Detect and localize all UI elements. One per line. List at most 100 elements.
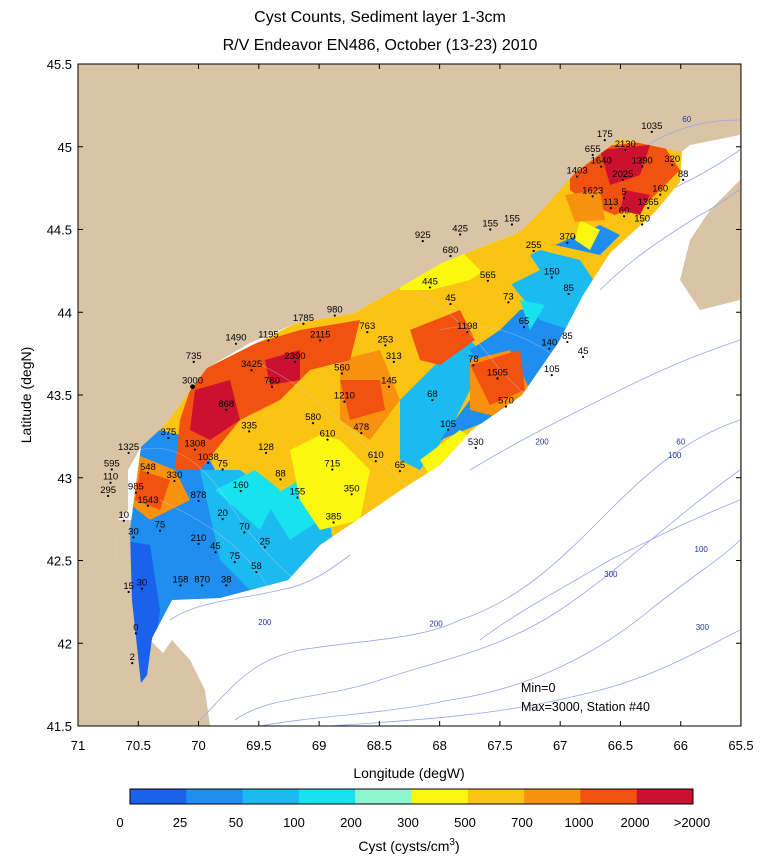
station-value-label: 30 [128, 526, 139, 537]
station-dot [214, 551, 217, 554]
colorbar-segment [580, 789, 637, 804]
station-dot [591, 195, 594, 198]
station-value-label: 155 [289, 487, 305, 498]
y-tick-label: 43.5 [47, 388, 72, 403]
min-annotation: Min=0 [521, 681, 555, 695]
station-value-label: 155 [482, 219, 498, 230]
station-dot [279, 478, 282, 481]
station-value-label: 595 [104, 458, 120, 469]
station-value-label: 5 [621, 187, 626, 198]
colorbar-label: Cyst (cysts/cm3) [358, 837, 459, 854]
field-zone [575, 220, 600, 250]
station-dot [234, 342, 238, 345]
station-value-label: 150 [544, 266, 560, 277]
axes: 71 70.5 70 69.5 69 68.5 68 67.5 67 66.5 66 65.5 41.5… [47, 57, 754, 753]
colorbar-segment [636, 789, 694, 804]
field-zone [600, 145, 650, 185]
station-dot [263, 546, 266, 549]
station-value-label: 878 [191, 490, 207, 501]
station-value-label: 980 [327, 305, 343, 316]
x-tick-label: 68 [432, 738, 446, 753]
station-dot [548, 347, 551, 350]
station-dot [398, 470, 401, 473]
station-dot [566, 340, 569, 344]
station-value-label: 60 [619, 205, 630, 216]
station-dot [474, 446, 477, 450]
station-value-label: 1038 [198, 452, 219, 463]
station-dot [350, 493, 353, 496]
station-value-label: 73 [503, 291, 514, 302]
colorbar-segment [242, 789, 300, 804]
station-dot [267, 339, 270, 342]
station-dot [134, 632, 137, 635]
station-value-label: 58 [251, 561, 262, 572]
station-value-label: 1640 [591, 156, 612, 167]
y-tick-label: 45 [58, 140, 72, 155]
station-dot [243, 531, 246, 534]
station-value-label: 570 [498, 396, 514, 407]
colorbar-tick-label: 700 [511, 815, 533, 830]
station-dot [140, 587, 143, 590]
station-dot [659, 193, 662, 196]
station-value-label: 1490 [225, 333, 246, 344]
station-value-label: 3000 [182, 376, 203, 387]
colorbar-segment [467, 789, 525, 804]
station-dot [366, 331, 369, 334]
station-value-label: 253 [377, 334, 393, 345]
station-dot [360, 431, 363, 435]
colorbar: 0 25 50 100 200 300 500 700 1000 2000 >2000 [116, 788, 710, 830]
station-dot [319, 339, 322, 342]
y-tick-label: 41.5 [47, 719, 72, 734]
station-value-label: 580 [305, 412, 321, 423]
isobath-label: 60 [676, 438, 685, 447]
station-value-label: 2115 [310, 329, 330, 340]
station-dot [225, 408, 228, 411]
station-dot [566, 241, 569, 244]
station-dot [122, 519, 125, 522]
station-value-label: 1195 [258, 329, 278, 340]
station-value-label: 2025 [612, 169, 633, 180]
station-dot [466, 331, 469, 334]
station-value-label: 370 [559, 232, 575, 243]
station-value-label: 78 [468, 354, 479, 365]
station-dot [333, 314, 336, 317]
station-dot [647, 206, 650, 210]
station-dot [109, 481, 112, 484]
station-value-label: 1365 [638, 197, 659, 208]
station-value-label: 680 [443, 245, 459, 256]
station-value-label: 150 [634, 214, 650, 225]
station-dot [201, 584, 204, 587]
x-axis-label: Longitude (degW) [353, 765, 464, 781]
field-zone [340, 380, 385, 420]
station-dot [622, 196, 626, 200]
colorbar-tick-label: 25 [173, 815, 187, 830]
field-zone [130, 540, 160, 683]
field-zone [135, 470, 170, 510]
station-dot [510, 223, 514, 226]
station-value-label: 925 [415, 230, 431, 241]
station-value-label: 0 [133, 622, 138, 633]
station-value-label: 105 [544, 364, 560, 375]
station-value-label: 350 [344, 483, 360, 494]
station-value-label: 140 [541, 338, 557, 349]
station-dot [591, 153, 594, 157]
isobath-label: 300 [696, 623, 710, 632]
colorbar-segment [355, 789, 412, 804]
colorbar-tick-label: 500 [454, 815, 476, 830]
station-dot [532, 249, 535, 253]
x-tick-label: 65.5 [728, 738, 753, 753]
station-value-label: 560 [334, 362, 350, 373]
isobath-label: 200 [535, 438, 549, 447]
field-zone [290, 430, 370, 530]
station-dot [239, 489, 242, 493]
station-dot [600, 165, 603, 168]
station-dot [127, 590, 130, 594]
station-value-label: 25 [260, 536, 271, 547]
station-dot [446, 428, 450, 431]
station-value-label: 1403 [566, 166, 587, 177]
colorbar-tick-label: 200 [340, 815, 362, 830]
station-value-label: 335 [241, 420, 257, 431]
station-value-label: 1505 [487, 367, 508, 378]
y-tick-label: 42.5 [47, 554, 72, 569]
